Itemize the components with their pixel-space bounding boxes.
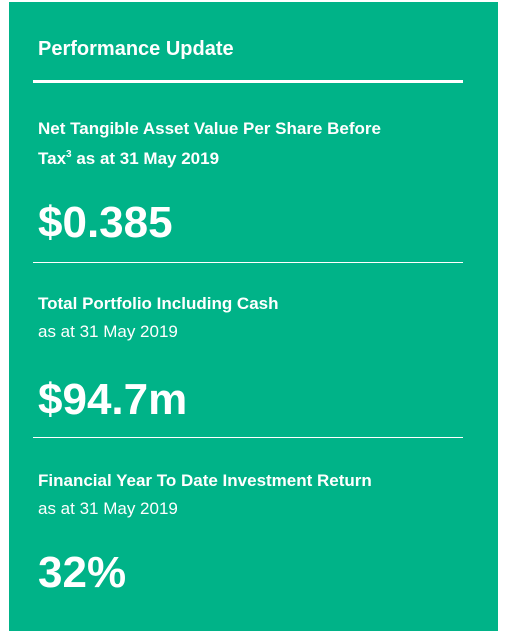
metric-return-date: as at 31 May 2019: [38, 499, 178, 518]
title-divider: [33, 80, 463, 83]
metric-portfolio-value: $94.7m: [38, 375, 188, 424]
panel-title: Performance Update: [38, 38, 234, 60]
metric-nta-value: $0.385: [38, 198, 173, 247]
metric-return-value: 32%: [38, 548, 127, 597]
metric-nta-label-line1: Net Tangible Asset Value Per Share Befor…: [38, 119, 381, 138]
metric-nta-label: Net Tangible Asset Value Per Share Befor…: [38, 116, 381, 172]
metric-portfolio-label: Total Portfolio Including Cash: [38, 294, 279, 313]
footnote-marker: 3: [66, 149, 72, 160]
metric-nta-label-tax: Tax: [38, 149, 67, 168]
metric-divider-1: [33, 262, 463, 263]
performance-panel: Performance Update Net Tangible Asset Va…: [9, 2, 498, 631]
metric-nta-label-date: as at 31 May 2019: [71, 149, 220, 168]
metric-portfolio-date: as at 31 May 2019: [38, 322, 178, 341]
metric-return-label: Financial Year To Date Investment Return: [38, 471, 372, 490]
metric-divider-2: [33, 437, 463, 438]
